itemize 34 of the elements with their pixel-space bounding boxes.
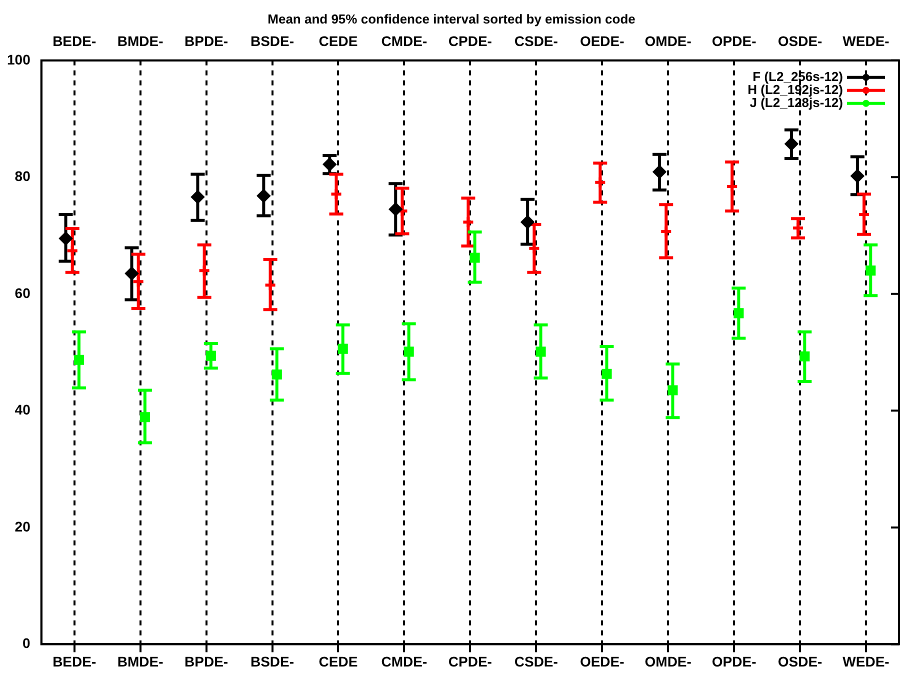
x-tick-label: CPDE- [448,653,492,670]
category-label: BMDE- [117,32,164,49]
category-label: OSDE- [778,32,822,49]
category-label: CPDE- [448,32,492,49]
x-tick-label: OSDE- [778,653,823,670]
category-label: CSDE- [514,32,558,49]
x-tick-label: CMDE- [381,653,428,670]
x-tick-label: BEDE- [52,653,96,670]
category-label: OPDE- [712,32,756,49]
y-tick-label: 60 [14,284,31,301]
category-label: CEDE [318,32,358,49]
category-label: CMDE- [381,32,428,49]
category-label: WEDE- [842,32,890,49]
legend-label: F (L2_256s-12) [752,68,843,84]
category-label: BEDE- [52,32,96,49]
x-tick-label: OPDE- [712,653,757,670]
x-tick-label: OEDE- [580,653,625,670]
category-label: OMDE- [644,32,692,49]
category-label: BSDE- [250,32,294,49]
y-tick-label: 40 [14,402,31,418]
category-label: BPDE- [184,32,228,49]
x-tick-label: CEDE [318,653,358,670]
x-tick-label: BSDE- [250,653,294,670]
chart-title: Mean and 95% confidence interval sorted by emission code [268,11,636,26]
y-tick-label: 0 [22,635,31,652]
x-tick-label: WEDE- [842,653,890,670]
x-tick-label: CSDE- [514,653,558,670]
x-tick-label: BMDE- [117,653,164,670]
y-tick-label: 80 [14,168,31,184]
y-tick-label: 100 [7,51,31,68]
x-tick-label: BPDE- [184,653,228,670]
x-tick-label: OMDE- [644,653,692,670]
y-tick-label: 20 [14,518,31,534]
category-label: OEDE- [580,32,624,49]
